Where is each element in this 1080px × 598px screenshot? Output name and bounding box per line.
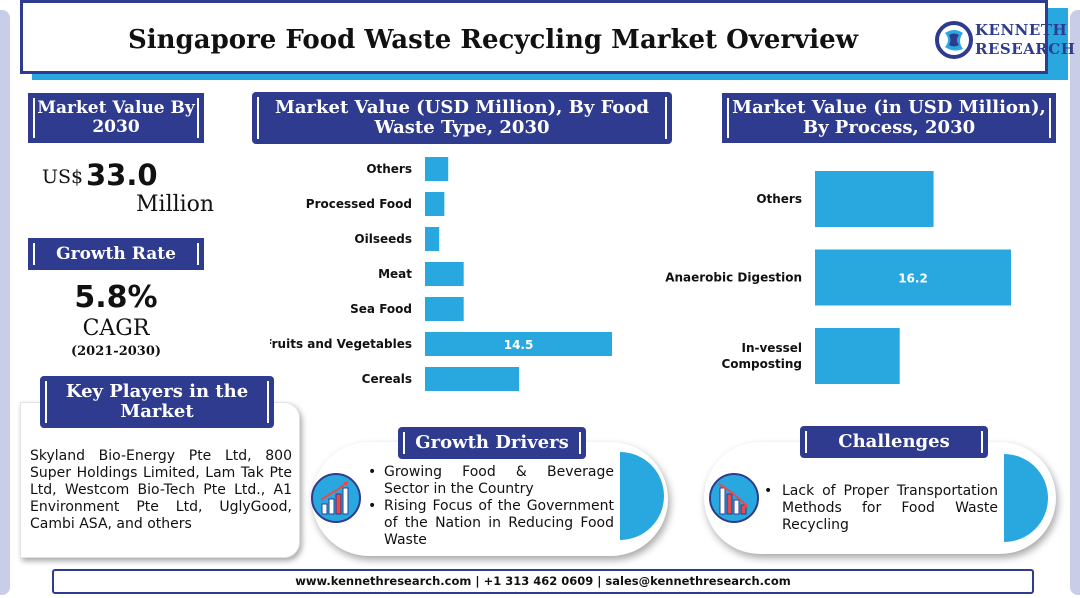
logo-line1: KENNETH	[975, 21, 1068, 39]
chart-bar	[425, 192, 445, 216]
chart-bar	[425, 297, 464, 321]
growth-rate-banner: Growth Rate	[28, 238, 204, 270]
market-value-banner: Market Value By 2030	[28, 93, 204, 143]
process-chart: Others Anaerobic Digestion 16.2 In-vessel Co…	[665, 171, 1012, 384]
market-value-unit: Million	[136, 192, 215, 217]
page-title: Singapore Food Waste Recycling Market Ov…	[127, 25, 859, 55]
left-frame-decoration	[0, 10, 10, 595]
growth-rate-label: CAGR	[82, 316, 150, 341]
challenges-list: Lack of Proper Transportation Methods fo…	[762, 483, 998, 534]
chart-bar	[425, 157, 449, 181]
axis-tick-label: Processed Food	[306, 197, 412, 211]
axis-tick-label: Cereals	[362, 372, 412, 386]
axis-tick-label: Fruits and Vegetables	[270, 337, 412, 351]
axis-tick-label: In-vessel Composting	[721, 341, 802, 371]
chart-bar	[815, 249, 1012, 306]
logo-globe-icon	[935, 21, 973, 59]
chart-bar	[815, 328, 900, 384]
logo-text: KENNETH RESEARCH	[975, 21, 1075, 59]
growth-rate-value: 5.8%	[74, 280, 158, 315]
growth-driver-item: Growing Food & Beverage Sector in the Co…	[366, 464, 614, 498]
process-chart-title: Market Value (in USD Million), By Proces…	[722, 93, 1056, 143]
axis-tick-label: Anaerobic Digestion	[665, 271, 802, 285]
footer-contact: www.kennethresearch.com | +1 313 462 060…	[52, 569, 1034, 594]
food-waste-chart-title: Market Value (USD Million), By Food Wast…	[252, 92, 672, 144]
growth-drivers-list: Growing Food & Beverage Sector in the Co…	[366, 464, 614, 549]
key-players-card	[20, 402, 300, 558]
axis-tick-label: Meat	[378, 267, 412, 281]
bar-chart-growth-icon	[311, 473, 361, 523]
header: Singapore Food Waste Recycling Market Ov…	[20, 0, 1075, 74]
chart-bar	[815, 171, 934, 227]
data-label: 14.5	[504, 338, 534, 352]
growth-drivers-banner: Growth Drivers	[398, 427, 586, 459]
key-players-text: Skyland Bio-Energy Pte Ltd, 800 Super Ho…	[30, 448, 292, 532]
right-frame-decoration	[1070, 10, 1080, 595]
chart-bar	[425, 367, 520, 391]
market-value-prefix: US$	[42, 166, 84, 188]
axis-tick-label: Others	[756, 192, 802, 206]
axis-tick-label: Others	[366, 162, 412, 176]
market-value-number: 33.0	[86, 158, 158, 192]
challenge-item: Lack of Proper Transportation Methods fo…	[762, 483, 998, 534]
logo-line2: RESEARCH	[975, 40, 1076, 58]
growth-driver-item: Rising Focus of the Government of the Na…	[366, 498, 614, 549]
challenges-banner: Challenges	[800, 426, 988, 458]
bar-chart-decline-icon	[709, 473, 759, 523]
key-players-banner: Key Players in the Market	[40, 376, 274, 428]
kenneth-research-logo: KENNETH RESEARCH	[935, 17, 1075, 63]
chart-bar	[425, 262, 464, 286]
growth-rate-period: (2021-2030)	[70, 344, 162, 359]
data-label: 16.2	[898, 272, 928, 286]
chart-bar	[425, 227, 440, 251]
axis-tick-label: Oilseeds	[354, 232, 412, 246]
food-waste-type-chart: Others Processed Food Oilseeds Meat Sea Food…	[270, 157, 613, 391]
chart-bar	[425, 332, 613, 356]
axis-tick-label: Sea Food	[350, 302, 412, 316]
